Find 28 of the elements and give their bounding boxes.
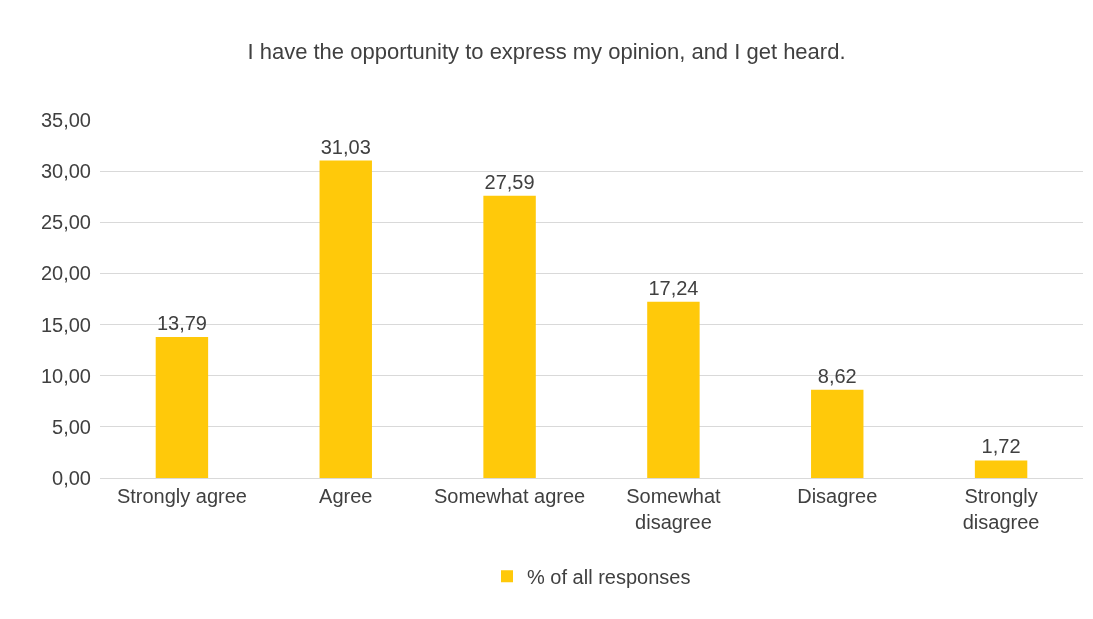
legend-label: % of all responses xyxy=(527,566,691,589)
bar xyxy=(647,301,700,478)
y-tick-label: 10,00 xyxy=(40,364,91,387)
y-tick-label: 20,00 xyxy=(40,262,91,285)
x-tick-label: Somewhat disagree xyxy=(626,485,722,533)
data-label: 1,72 xyxy=(981,435,1021,458)
y-tick-label: 25,00 xyxy=(40,211,91,234)
bar xyxy=(319,160,372,478)
x-tick-label: Strongly disagree xyxy=(962,485,1040,533)
y-tick-label: 0,00 xyxy=(52,467,91,489)
y-tick-label: 15,00 xyxy=(40,313,91,336)
x-tick-label: Somewhat agree xyxy=(433,485,586,507)
bar xyxy=(974,460,1028,478)
x-tick-label: Agree xyxy=(319,485,373,507)
data-label: 17,24 xyxy=(648,276,699,299)
data-label: 31,03 xyxy=(320,135,371,158)
data-label: 13,79 xyxy=(156,311,207,334)
bar xyxy=(155,336,209,478)
data-label: 27,59 xyxy=(484,170,535,193)
bar xyxy=(483,195,536,478)
y-tick-label: 5,00 xyxy=(52,415,91,438)
y-tick-label: 35,00 xyxy=(40,109,91,131)
data-label: 8,62 xyxy=(817,364,857,387)
chart-title: I have the opportunity to express my opinion, and I get heard. xyxy=(247,38,846,64)
x-tick-label: Disagree xyxy=(797,485,878,507)
y-tick-label: 30,00 xyxy=(40,160,91,183)
x-tick-label: Strongly agree xyxy=(116,485,247,507)
bar xyxy=(811,389,864,478)
